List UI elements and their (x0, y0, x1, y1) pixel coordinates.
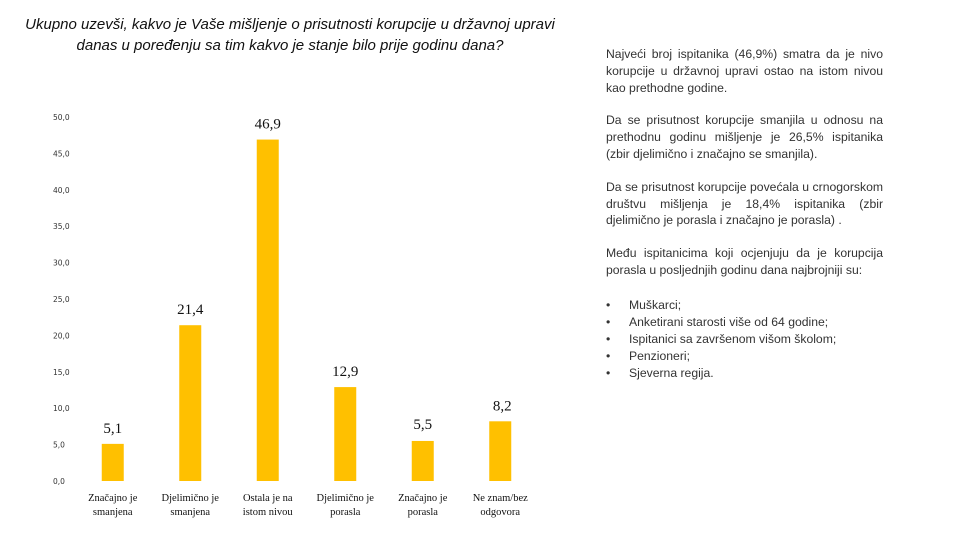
data-label: 12,9 (332, 364, 358, 380)
chart-title: Ukupno uzevši, kakvo je Vaše mišljenje o… (25, 16, 555, 54)
y-tick-label: 50,0 (53, 113, 70, 122)
y-tick-label: 45,0 (53, 149, 70, 158)
y-tick-label: 10,0 (53, 404, 70, 413)
list-item: • Muškarci; (606, 297, 883, 314)
list-item-text: Sjeverna regija. (629, 365, 714, 380)
bar (101, 443, 124, 481)
list-item: • Anketirani starosti više od 64 godine; (606, 314, 883, 331)
list-item-text: Anketirani starosti više od 64 godine; (629, 314, 829, 329)
y-tick-label: 30,0 (53, 259, 70, 268)
y-tick-label: 20,0 (53, 331, 70, 340)
list-item: • Sjeverna regija. (606, 365, 883, 382)
x-tick-label: Ne znam/bez odgovora (473, 493, 528, 518)
bullet-icon: • (606, 348, 611, 363)
list-item-text: Ispitanici sa završenom višom školom; (629, 331, 837, 346)
y-tick-label: 0,0 (53, 477, 65, 486)
list-item-text: Muškarci; (629, 297, 682, 312)
bar (411, 440, 434, 481)
list-item-text: Penzioneri; (629, 348, 690, 363)
data-label: 5,5 (413, 417, 432, 433)
insight-paragraph-4: Među ispitanicima koji ocjenjuju da je k… (606, 246, 883, 277)
data-label: 46,9 (255, 117, 281, 133)
bar (334, 387, 357, 481)
bullet-list: • Muškarci; • Anketirani starosti više od … (606, 297, 883, 382)
list-item: • Penzioneri; (606, 348, 883, 365)
y-tick-label: 5,0 (53, 441, 65, 450)
y-tick-label: 35,0 (53, 222, 70, 231)
y-tick-label: 25,0 (53, 295, 70, 304)
insight-paragraph-2: Da se prisutnost korupcije smanjila u od… (606, 113, 883, 161)
x-tick-label: Značajno je smanjena (88, 493, 138, 518)
bar-chart: 0,0 5,0 10,0 15,0 20,0 25,0 30,0 35,0 40,0 45,0 50… (53, 113, 528, 518)
insight-paragraph-1: Najveći broj ispitanika (46,9%) smatra d… (606, 47, 883, 95)
y-tick-label: 40,0 (53, 186, 70, 195)
bar (179, 325, 202, 481)
x-tick-label: Ostala je na istom nivou (243, 493, 294, 518)
bullet-icon: • (606, 365, 611, 380)
list-item: • Ispitanici sa završenom višom školom; (606, 331, 883, 348)
bar (256, 139, 279, 481)
bullet-icon: • (606, 331, 611, 346)
y-tick-label: 15,0 (53, 368, 70, 377)
x-tick-label: Djelimično je porasla (317, 493, 375, 518)
insight-paragraph-3: Da se prisutnost korupcije povećala u cr… (606, 179, 883, 228)
bullet-icon: • (606, 297, 611, 312)
bullet-icon: • (606, 314, 611, 329)
bar (489, 421, 512, 481)
insights-panel: Najveći broj ispitanika (46,9%) smatra d… (606, 46, 883, 382)
data-label: 8,2 (493, 398, 512, 414)
x-tick-label: Djelimično je smanjena (162, 493, 220, 518)
data-label: 5,1 (103, 421, 122, 437)
data-label: 21,4 (177, 302, 204, 318)
x-tick-label: Značajno je porasla (398, 493, 448, 518)
